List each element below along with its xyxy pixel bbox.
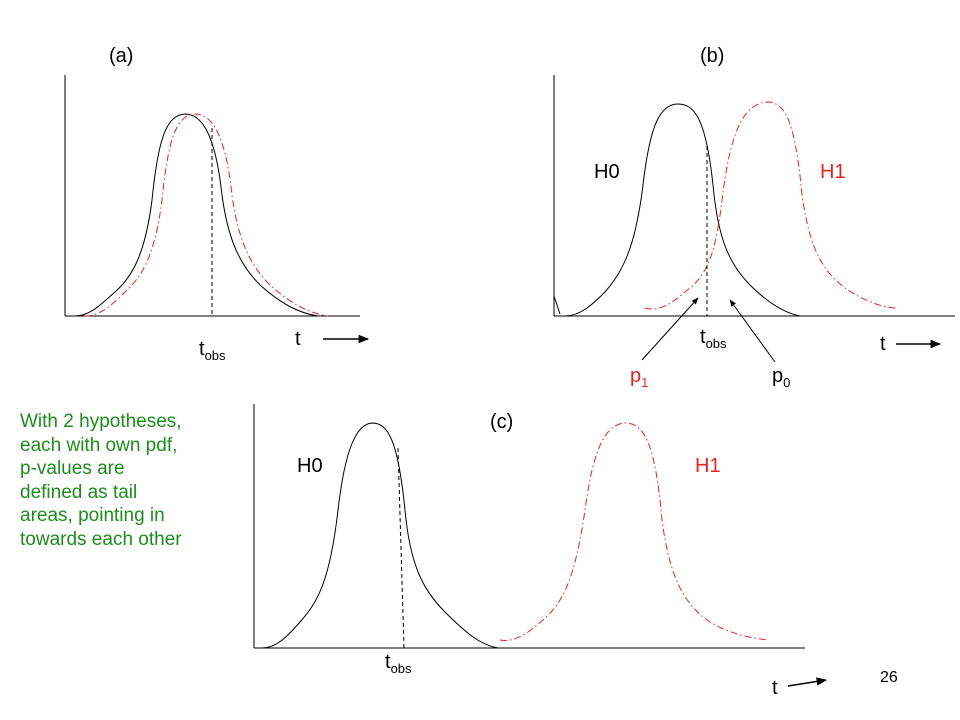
panel-c-h1-label: H1 (695, 455, 721, 477)
panel-a-tobs-main: t (199, 338, 205, 360)
panel-b-tobs-sub: obs (706, 336, 727, 351)
panel-b-label: (b) (700, 45, 724, 67)
panel-b-p0-label: p0 (772, 365, 790, 390)
panel-c-h0-label: H0 (297, 455, 323, 477)
panel-b-p0-arrow (729, 299, 776, 363)
note-line: areas, pointing in (20, 505, 165, 527)
panel-b-tobs-main: t (700, 326, 706, 348)
panel-c-label: (c) (490, 411, 513, 433)
panel-b-h1-label: H1 (820, 161, 846, 183)
panel-a-tobs-sub: obs (205, 348, 226, 363)
panel-a-tobs-label: tobs (199, 338, 226, 363)
panel-c-h1-curve (499, 422, 769, 641)
panel-b-axis-arrow (553, 295, 561, 315)
panel-a-h1-curve (84, 113, 329, 317)
panel-a: (a) tobs t (64, 45, 370, 363)
panel-a-t-label: t (295, 328, 301, 350)
panel-b-p1-main: p (630, 365, 641, 387)
panel-c-tobs-line (397, 447, 405, 649)
panel-b-h0-curve (564, 103, 801, 317)
note-line: towards each other (20, 528, 182, 550)
panel-b-p0-main: p (772, 365, 783, 387)
panel-b-tobs-label: tobs (700, 326, 727, 351)
panel-c-tobs-main: t (385, 651, 391, 673)
page-number: 26 (880, 669, 898, 686)
panel-b-p0-sub: 0 (783, 375, 790, 390)
panel-b-h1-curve (644, 101, 898, 310)
note-line: p-values are (20, 458, 125, 480)
note-line: each with own pdf, (20, 434, 178, 456)
panel-b-p1-sub: 1 (641, 375, 648, 390)
panel-b-p1-arrow (641, 297, 699, 361)
explanation-note: With 2 hypotheses, each with own pdf, p-… (20, 410, 235, 552)
panel-c: (c) H0 H1 tobs t (253, 404, 828, 699)
panel-a-h0-curve (74, 113, 319, 317)
panel-c-t-arrow (787, 677, 828, 687)
panel-b: (b) H0 H1 tobs t p1 p0 (553, 45, 955, 390)
note-line: With 2 hypotheses, (20, 411, 182, 432)
panel-c-t-label: t (772, 677, 778, 699)
panel-c-tobs-sub: obs (391, 661, 412, 676)
note-line: defined as tail (20, 481, 138, 503)
panel-a-label: (a) (109, 45, 133, 67)
panel-c-tobs-label: tobs (385, 651, 412, 676)
panel-c-h0-curve (261, 422, 499, 649)
panel-b-t-label: t (880, 333, 886, 355)
panel-b-p1-label: p1 (630, 365, 648, 390)
panel-b-h0-label: H0 (594, 161, 620, 183)
